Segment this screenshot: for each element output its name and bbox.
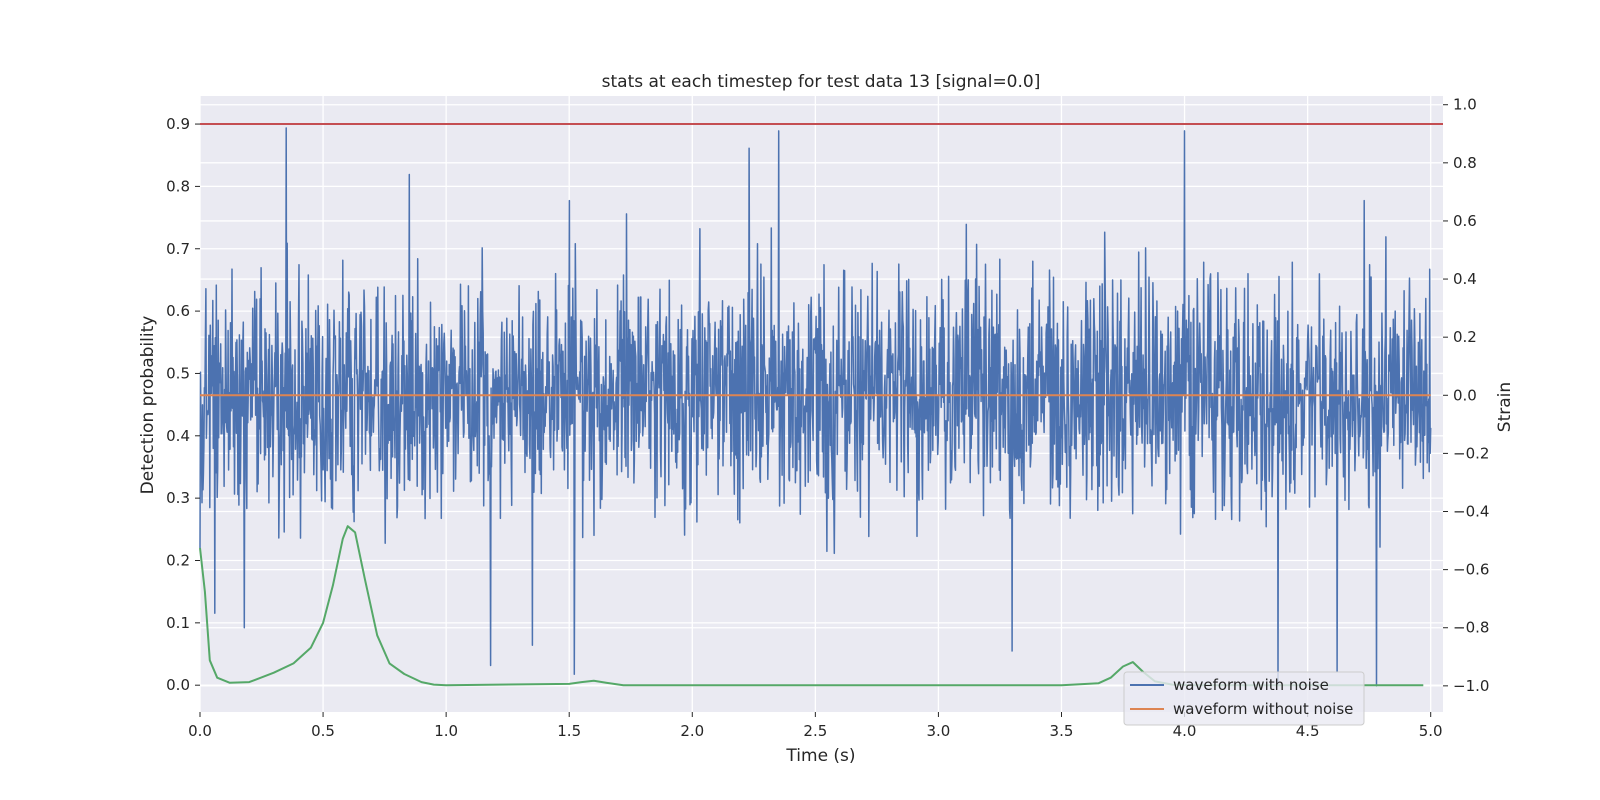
y2-axis-label: Strain bbox=[1495, 382, 1515, 432]
y-tick-label: 0.1 bbox=[166, 614, 190, 632]
x-tick-label: 2.0 bbox=[680, 722, 704, 740]
y-axis-left: 0.0 0.1 0.2 0.3 0.4 0.5 0.6 0.7 0.8 0.9 bbox=[166, 115, 200, 694]
x-axis-label: Time (s) bbox=[785, 746, 855, 766]
y-tick-label: 0.2 bbox=[166, 551, 190, 569]
y2-tick-label: 0.8 bbox=[1453, 154, 1477, 172]
noise-series-layer bbox=[199, 127, 1432, 687]
x-tick-label: 4.0 bbox=[1173, 722, 1197, 740]
y2-tick-label: 0.4 bbox=[1453, 270, 1477, 288]
y-axis-right: −1.0 −0.8 −0.6 −0.4 −0.2 0.0 0.2 0.4 0.6 0.8 1.0 bbox=[1443, 96, 1489, 695]
legend: waveform with noise waveform without noi… bbox=[1123, 671, 1365, 726]
y-tick-label: 0.8 bbox=[166, 177, 190, 195]
y2-tick-label: 0.2 bbox=[1453, 328, 1477, 346]
y2-tick-label: 0.6 bbox=[1453, 212, 1477, 230]
y-tick-label: 0.3 bbox=[166, 489, 190, 507]
x-tick-label: 3.5 bbox=[1050, 722, 1074, 740]
x-tick-label: 5.0 bbox=[1419, 722, 1443, 740]
y-tick-label: 0.5 bbox=[166, 364, 190, 382]
legend-entry-noise: waveform with noise bbox=[1173, 676, 1329, 694]
x-tick-label: 0.5 bbox=[311, 722, 335, 740]
x-tick-label: 1.5 bbox=[557, 722, 581, 740]
y-tick-label: 0.6 bbox=[166, 302, 190, 320]
series-waveform-with-noise bbox=[199, 127, 1432, 687]
series-detection-probability bbox=[199, 525, 1424, 687]
chart-title: stats at each timestep for test data 13 … bbox=[602, 72, 1041, 92]
x-tick-label: 1.0 bbox=[434, 722, 458, 740]
y2-tick-label: −0.8 bbox=[1453, 619, 1489, 637]
x-axis: 0.0 0.5 1.0 1.5 2.0 2.5 3.0 3.5 4.0 4.5 5.0 bbox=[188, 712, 1443, 740]
y2-tick-label: −0.2 bbox=[1453, 444, 1489, 462]
y-tick-label: 0.9 bbox=[166, 115, 190, 133]
y2-tick-label: 0.0 bbox=[1453, 386, 1477, 404]
y2-tick-label: −0.4 bbox=[1453, 503, 1489, 521]
x-tick-label: 3.0 bbox=[926, 722, 950, 740]
y-tick-label: 0.0 bbox=[166, 676, 190, 694]
x-tick-label: 2.5 bbox=[803, 722, 827, 740]
y2-tick-label: −1.0 bbox=[1453, 677, 1489, 695]
line-series-layer bbox=[199, 123, 1443, 687]
x-tick-label: 0.0 bbox=[188, 722, 212, 740]
y-tick-label: 0.4 bbox=[166, 427, 190, 445]
y-tick-label: 0.7 bbox=[166, 240, 190, 258]
legend-box bbox=[1123, 671, 1365, 726]
y2-tick-label: 1.0 bbox=[1453, 96, 1477, 114]
y-axis-label: Detection probability bbox=[138, 316, 158, 495]
x-tick-label: 4.5 bbox=[1296, 722, 1320, 740]
y2-tick-label: −0.6 bbox=[1453, 561, 1489, 579]
legend-entry-clean: waveform without noise bbox=[1173, 700, 1353, 718]
